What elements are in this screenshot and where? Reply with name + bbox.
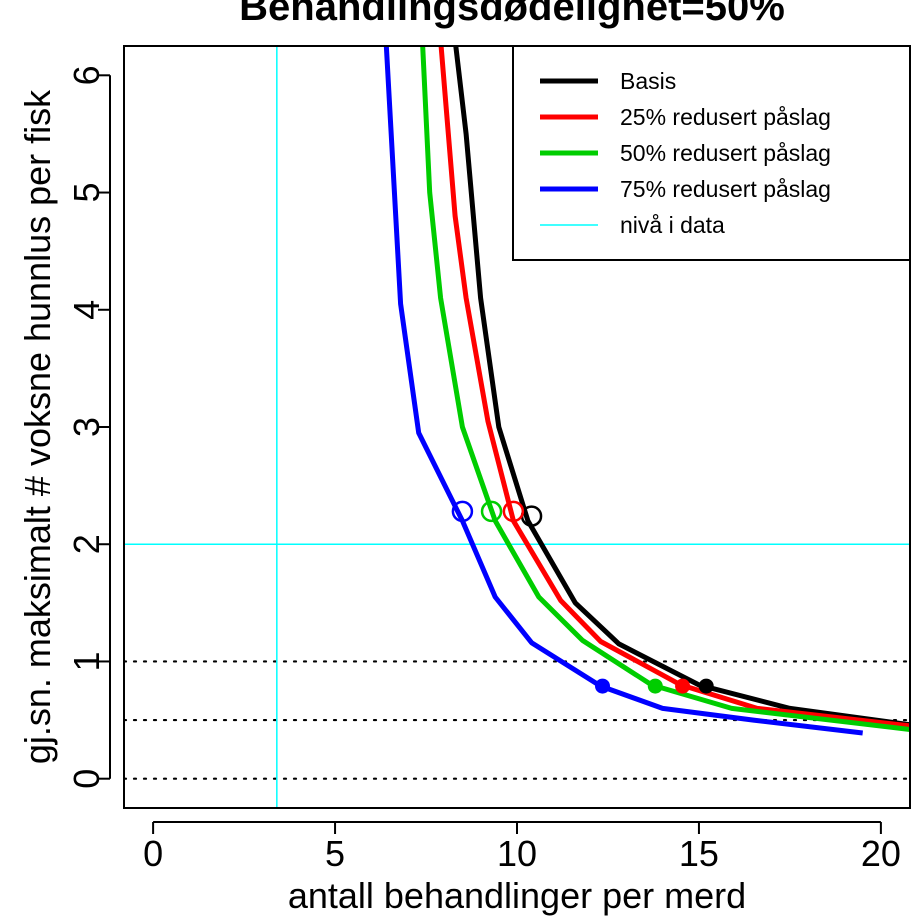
y-tick-label: 2 [66, 534, 107, 554]
series-line-1 [438, 46, 910, 729]
x-tick-label: 10 [497, 833, 537, 874]
open-marker-3 [451, 500, 474, 523]
x-tick-label: 0 [143, 833, 163, 874]
filled-marker-3 [595, 678, 611, 694]
y-tick-label: 5 [66, 182, 107, 202]
series-line-3 [383, 46, 863, 736]
filled-marker-2 [647, 678, 663, 694]
axes: 0 5 10 15 20 0 1 2 3 4 5 6 [66, 45, 911, 874]
x-tick-label: 20 [861, 833, 901, 874]
legend-label-0: Basis [620, 68, 676, 94]
legend-label-2: 50% redusert påslag [620, 140, 831, 166]
series-line-2 [420, 46, 910, 732]
series-line-0 [453, 46, 910, 728]
open-marker-2 [480, 500, 503, 523]
filled-marker-0 [698, 678, 714, 694]
y-tick-label: 0 [66, 769, 107, 789]
open-marker-1 [502, 500, 525, 523]
legend-label-3: 75% redusert påslag [620, 176, 831, 202]
legend: Basis 25% redusert påslag 50% redusert pås… [512, 45, 911, 261]
y-tick-label: 1 [66, 651, 107, 671]
y-axis-label: gj.sn. maksimalt # voksne hunnlus per fi… [17, 89, 58, 764]
y-tick-label: 4 [66, 300, 107, 320]
x-tick-label: 15 [679, 833, 719, 874]
x-tick-label: 5 [325, 833, 345, 874]
legend-label-1: 25% redusert påslag [620, 104, 831, 130]
x-axis-label: antall behandlinger per merd [288, 875, 746, 916]
legend-label-4: nivå i data [620, 212, 725, 238]
filled-marker-1 [675, 678, 691, 694]
y-tick-label: 3 [66, 417, 107, 437]
plot-area [124, 46, 910, 808]
chart-title: Behandlingsdødelighet=50% [239, 0, 785, 29]
y-tick-label: 6 [66, 65, 107, 85]
